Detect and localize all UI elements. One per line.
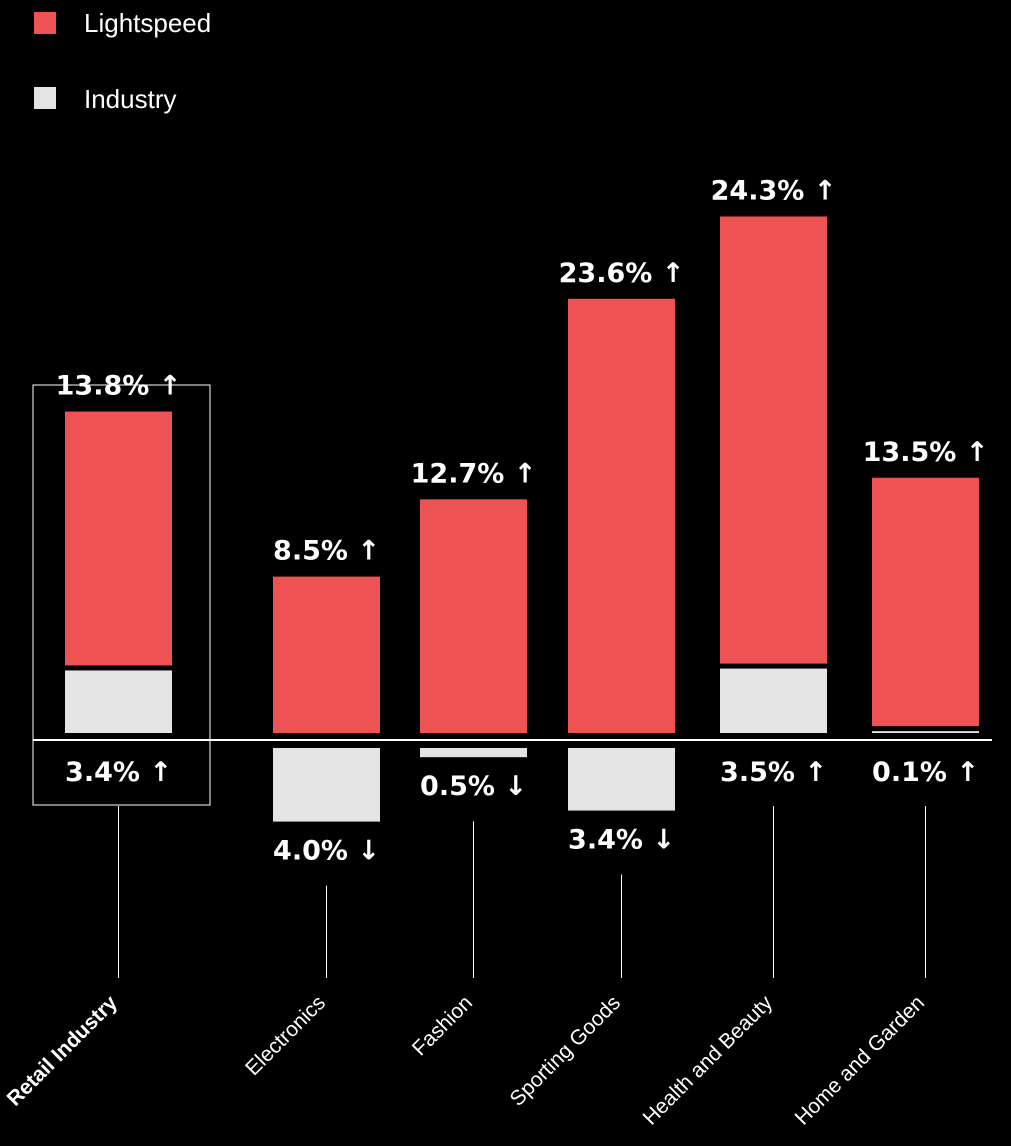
legend-swatch-lightspeed xyxy=(34,12,56,34)
category-label-retail-industry: Retail Industry xyxy=(3,991,123,1111)
bar-lightspeed-fashion xyxy=(420,499,527,733)
legend-item-lightspeed: Lightspeed xyxy=(34,8,211,38)
category-label-health-and-beauty: Health and Beauty xyxy=(639,991,778,1130)
bar-lightspeed-retail-industry xyxy=(65,411,172,666)
label-industry-health-and-beauty: 3.5% ↑ xyxy=(720,757,827,788)
bar-lightspeed-sporting-goods xyxy=(568,298,675,733)
label-lightspeed-retail-industry: 13.8% ↑ xyxy=(56,371,182,402)
bar-industry-health-and-beauty xyxy=(720,668,827,733)
legend-label-lightspeed: Lightspeed xyxy=(84,8,211,38)
highlight-frame xyxy=(32,384,211,806)
legend-item-industry: Industry xyxy=(34,84,177,114)
label-lightspeed-fashion: 12.7% ↑ xyxy=(411,458,537,489)
label-industry-fashion: 0.5% ↓ xyxy=(420,771,527,802)
bar-industry-fashion xyxy=(420,748,527,758)
bar-lightspeed-electronics xyxy=(273,576,380,733)
bar-lightspeed-health-and-beauty xyxy=(720,216,827,664)
bar-industry-retail-industry xyxy=(65,670,172,733)
legend-label-industry: Industry xyxy=(84,84,177,114)
category-label-sporting-goods: Sporting Goods xyxy=(506,991,625,1110)
bar-lightspeed-home-and-garden xyxy=(872,477,979,727)
label-lightspeed-health-and-beauty: 24.3% ↑ xyxy=(711,175,837,206)
label-industry-home-and-garden: 0.1% ↑ xyxy=(872,757,979,788)
bar-industry-home-and-garden xyxy=(872,731,979,733)
bar-industry-sporting-goods xyxy=(568,748,675,811)
label-industry-sporting-goods: 3.4% ↓ xyxy=(568,825,675,856)
category-label-fashion: Fashion xyxy=(408,991,477,1060)
plot-area: 13.8% ↑ 3.4% ↑ Retail Industry 8.5% ↑ 4.0% ↓… xyxy=(3,175,992,1130)
category-label-electronics: Electronics xyxy=(241,991,330,1080)
bar-industry-electronics xyxy=(273,748,380,822)
label-lightspeed-electronics: 8.5% ↑ xyxy=(273,536,380,567)
legend: Lightspeed Industry xyxy=(34,8,211,114)
legend-swatch-industry xyxy=(34,87,56,109)
label-industry-electronics: 4.0% ↓ xyxy=(273,836,380,867)
label-lightspeed-sporting-goods: 23.6% ↑ xyxy=(559,258,685,289)
category-label-home-and-garden: Home and Garden xyxy=(791,991,929,1129)
label-lightspeed-home-and-garden: 13.5% ↑ xyxy=(863,437,989,468)
label-industry-retail-industry: 3.4% ↑ xyxy=(65,757,172,788)
